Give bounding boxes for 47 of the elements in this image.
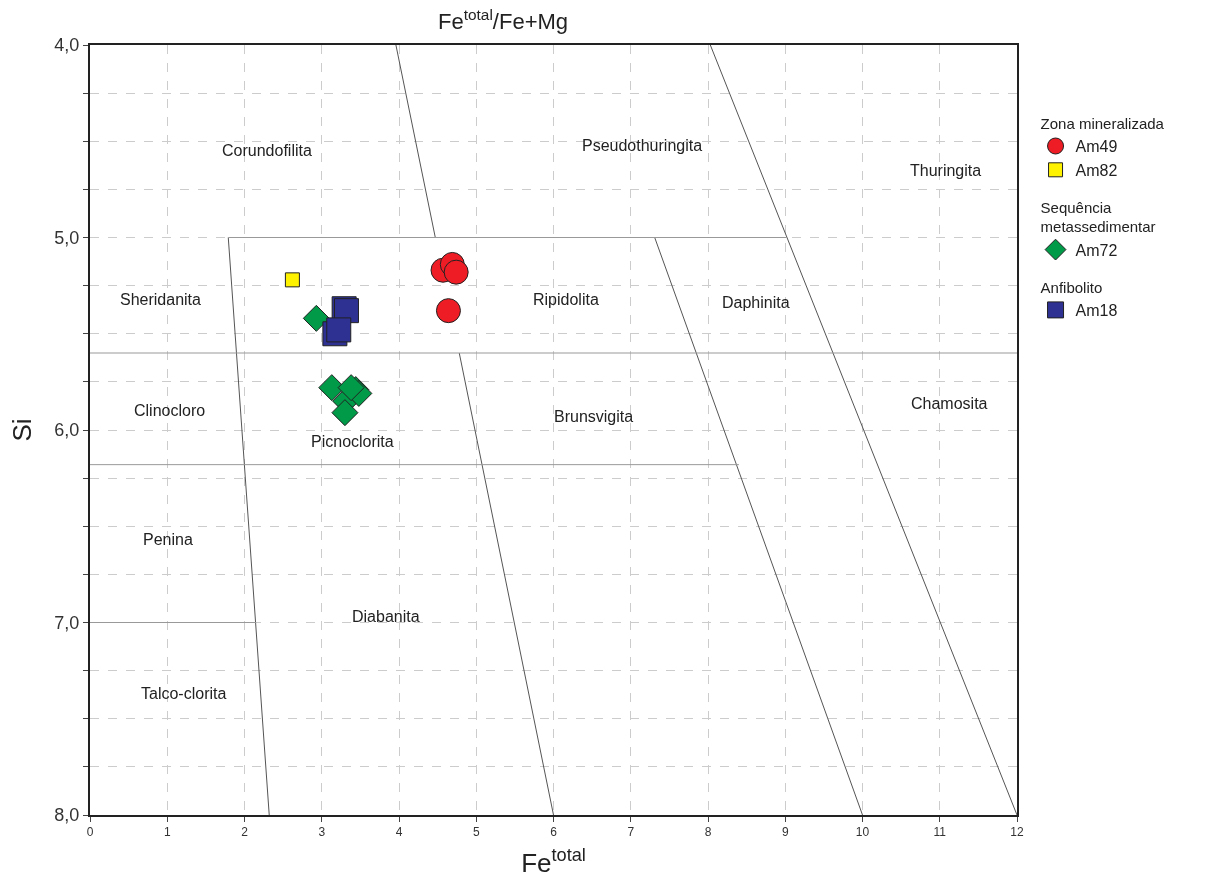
x-tick-label: 6 [550, 825, 558, 840]
legend-label: Am18 [1075, 302, 1118, 320]
point [331, 399, 359, 427]
annotation: Picnoclorita [311, 433, 394, 450]
y-tick-label: 5,0 [54, 227, 80, 248]
x-tick-label: 2 [241, 825, 249, 840]
annotation: Corundofilita [222, 142, 312, 159]
legend-label: Am72 [1075, 241, 1118, 259]
annotation: Diabanita [352, 608, 420, 625]
point [302, 304, 330, 332]
legend-label: Am49 [1075, 138, 1118, 156]
point [337, 374, 365, 402]
annotation: Penina [143, 531, 193, 548]
x-tick-label: 7 [627, 825, 635, 840]
x-tick-label: 11 [933, 825, 947, 840]
text: Sequência metassedimentar [1040, 198, 1156, 236]
chart-title: Fe$^{total}$/Fe+Mg [438, 5, 569, 34]
y-axis-title: Si [7, 418, 38, 442]
point [284, 272, 300, 288]
y-tick-label: 7,0 [54, 612, 80, 633]
x-tick-label: 8 [704, 825, 712, 840]
text: Zona mineralizada [1040, 114, 1165, 132]
y-tick-label: 6,0 [54, 420, 80, 441]
x-tick-label: 10 [855, 825, 870, 840]
x-tick-label: 9 [781, 825, 789, 840]
x-tick-label: 4 [395, 825, 403, 840]
x-tick-label: 0 [86, 825, 94, 840]
annotation: Daphinita [722, 294, 790, 311]
point [435, 298, 461, 324]
annotation: Chamosita [911, 395, 988, 412]
annotation: Brunsvigita [554, 408, 634, 425]
x-tick-label: 1 [163, 825, 171, 840]
point [443, 259, 469, 285]
annotation: Ripidolita [533, 291, 599, 308]
x-tick-label: 5 [472, 825, 480, 840]
x-tick-label: 3 [318, 825, 326, 840]
x-tick-label: 12 [1010, 825, 1024, 840]
y-tick-label: 8,0 [54, 805, 80, 826]
annotation: Sheridanita [120, 291, 202, 308]
annotation: Thuringita [910, 162, 982, 179]
annotation: Pseudothuringita [582, 137, 703, 154]
text: Anfibolito [1040, 278, 1103, 296]
annotation: Clinocloro [134, 402, 206, 419]
legend-label: Am82 [1075, 162, 1118, 180]
x-axis-title: Fe$^{total}$ [521, 844, 586, 878]
y-tick-label: 4,0 [54, 35, 80, 56]
annotation: Talco-clorita [141, 685, 227, 702]
